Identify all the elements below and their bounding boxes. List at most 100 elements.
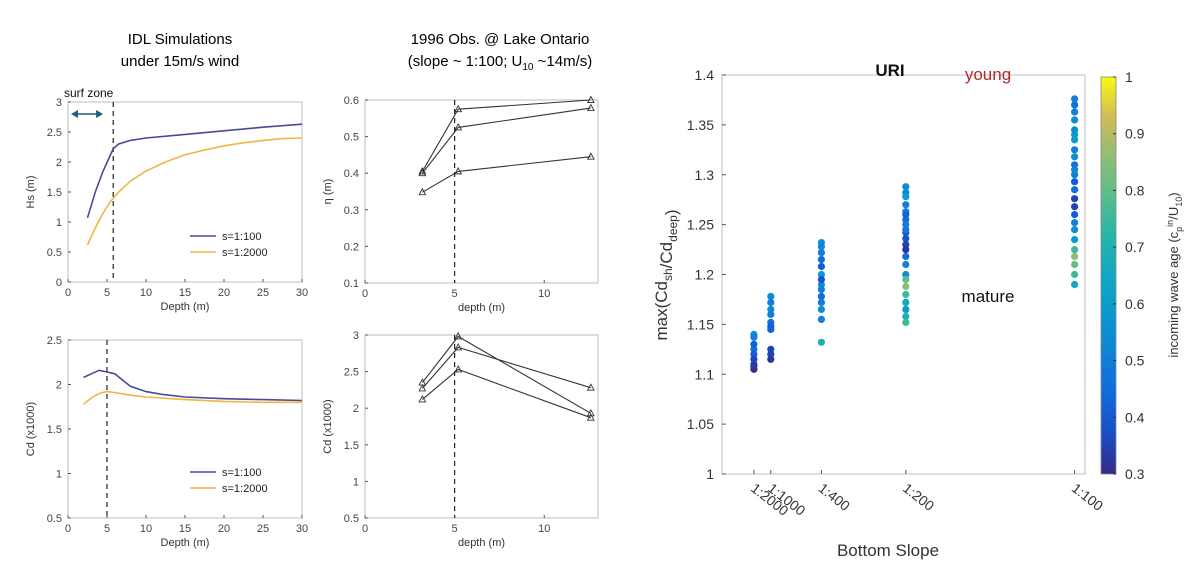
- uri-point: [1071, 219, 1079, 227]
- uri-point: [902, 282, 910, 291]
- hs-xtick-label: 10: [140, 287, 152, 299]
- cdobs-ytick-label: 2: [353, 403, 359, 415]
- cd-xtick-label: 15: [179, 523, 191, 535]
- mid-title-line2-b: ~14m/s): [533, 53, 593, 70]
- hs-annotation-arrow-head-left: [71, 110, 78, 118]
- uri-ytick-label: 1.4: [695, 67, 715, 83]
- uri-point: [817, 262, 826, 271]
- hs-xtick-label: 20: [218, 287, 230, 299]
- cdobs-ytick-label: 0.5: [344, 513, 359, 525]
- uri-point: [1071, 166, 1079, 174]
- uri-point: [817, 292, 826, 300]
- uri-point: [1071, 186, 1079, 194]
- uri-point: [1071, 146, 1079, 154]
- uri-point: [1071, 136, 1079, 144]
- hs-xtick-label: 0: [65, 287, 71, 299]
- colorbar-label-part: /U: [1166, 207, 1181, 220]
- uri-point: [902, 211, 910, 219]
- uri-xtick-label: 1:100: [1069, 480, 1107, 514]
- colorbar-tick-label: 0.3: [1125, 466, 1145, 482]
- uri-point: [1071, 246, 1079, 254]
- cdobs-xtick-label: 10: [538, 523, 550, 535]
- cdobs-ytick-label: 2.5: [344, 367, 359, 379]
- colorbar-tick-label: 0.8: [1125, 182, 1145, 198]
- cd-xtick-label: 0: [65, 523, 71, 535]
- cdobs-xlabel: depth (m): [458, 537, 505, 549]
- cd-ytick-label: 0.5: [47, 513, 62, 525]
- mid-title-line2: (slope ~ 1:100; U10 ~14m/s): [360, 52, 640, 78]
- uri-ytick-label: 1.2: [695, 267, 715, 283]
- eta-ytick-label: 0.2: [344, 241, 359, 253]
- cdobs-ytick-label: 1: [353, 476, 359, 488]
- cd-ytick-label: 1: [56, 469, 62, 481]
- colorbar-tick-label: 0.5: [1125, 353, 1145, 369]
- uri-ytick-label: 1.15: [687, 316, 714, 332]
- uri-point: [1071, 280, 1079, 289]
- uri-point: [750, 362, 758, 370]
- colorbar-label-part: 10: [1174, 197, 1184, 207]
- eta-marker: [454, 122, 463, 131]
- uri-point: [767, 305, 775, 313]
- uri-point: [750, 333, 758, 341]
- cd-xtick-label: 5: [104, 523, 110, 535]
- mid-title-line1: 1996 Obs. @ Lake Ontario: [410, 31, 590, 48]
- eta-marker: [418, 168, 427, 177]
- uri-point: [1071, 260, 1079, 269]
- cdobs-marker: [454, 332, 463, 340]
- uri-ylabel: max(Cdsh/Cddeep): [652, 209, 681, 340]
- uri-ytick-label: 1.3: [695, 167, 715, 183]
- uri-point: [1071, 95, 1079, 103]
- uri-point: [902, 235, 910, 243]
- uri-point: [902, 298, 910, 306]
- uri-point: [767, 325, 775, 333]
- eta-ytick-label: 0.3: [344, 205, 359, 217]
- hs-series-line-1: [86, 123, 303, 219]
- eta-ytick-label: 0.5: [344, 132, 359, 144]
- uri-point: [902, 290, 910, 299]
- uri-point: [817, 255, 826, 264]
- hs-series-line-2: [86, 137, 303, 246]
- uri-point: [1071, 108, 1079, 116]
- uri-point: [902, 318, 910, 326]
- uri-point: [767, 355, 775, 363]
- hs-ytick-label: 1.5: [47, 187, 62, 199]
- eta-ytick-label: 0.4: [344, 168, 359, 180]
- uri-point: [767, 310, 775, 318]
- mid-title-line2-a: (slope ~ 1:100; U: [407, 53, 523, 70]
- eta-ylabel: η (m): [322, 179, 334, 205]
- uri-point: [1071, 252, 1079, 261]
- uri-title: URI: [875, 61, 904, 80]
- colorbar-tick-label: 0.6: [1125, 296, 1145, 312]
- uri-point: [1071, 131, 1079, 139]
- cd-xtick-label: 25: [257, 523, 269, 535]
- hs-xlabel: Depth (m): [161, 301, 210, 313]
- uri-point: [817, 285, 826, 294]
- uri-point: [1071, 226, 1079, 234]
- uri-point: [902, 305, 910, 313]
- hs-xtick-label: 25: [257, 287, 269, 299]
- uri-point: [817, 270, 826, 279]
- cd-xtick-label: 20: [218, 523, 230, 535]
- uri-point: [1071, 178, 1079, 186]
- uri-xtick-label: 1:200: [900, 480, 938, 514]
- uri-point: [817, 338, 826, 346]
- uri-ylabel-part: sh: [661, 268, 675, 281]
- uri-point: [817, 275, 826, 284]
- uri-point: [750, 340, 758, 348]
- mid-title-line2-sub: 10: [522, 62, 534, 73]
- cd-ytick-label: 1.5: [47, 424, 62, 436]
- colorbar-label: incoming wave age (cpin/U10): [1165, 192, 1184, 357]
- uri-point: [1071, 203, 1079, 211]
- uri-point: [1071, 211, 1079, 219]
- cd-legend-label: s=1:100: [222, 467, 261, 479]
- colorbar-label-part: incoming wave age (c: [1166, 231, 1181, 357]
- cdobs-marker: [586, 383, 595, 391]
- uri-ylabel-part: /Cd: [657, 242, 676, 268]
- uri-point: [767, 350, 775, 358]
- eta-marker: [454, 104, 463, 113]
- uri-ytick-label: 1.25: [687, 217, 714, 233]
- uri-point: [902, 216, 910, 224]
- hs-legend-label: s=1:100: [222, 231, 261, 243]
- uri-ytick-label: 1.35: [687, 117, 714, 133]
